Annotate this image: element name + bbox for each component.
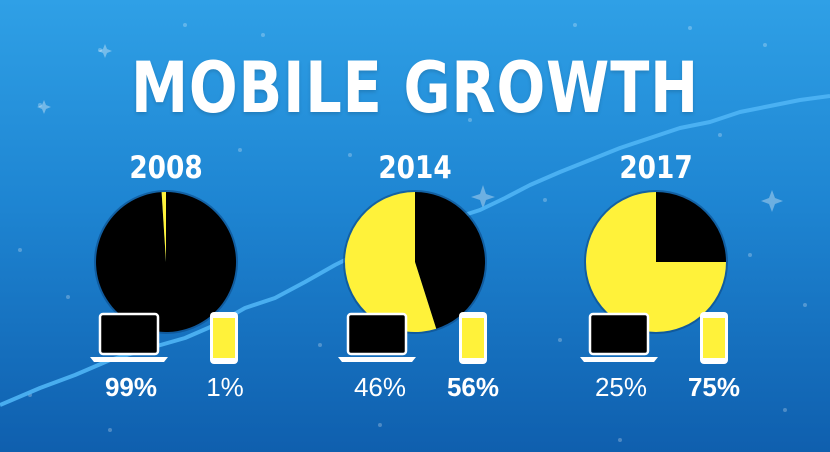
desktop-share-label: 46%	[353, 372, 407, 402]
laptop-base-icon	[90, 357, 168, 362]
page-title: MOBILE GROWTH	[130, 47, 700, 129]
chart-title-2017: 2017	[619, 150, 693, 186]
pie-slice-desktop	[415, 192, 486, 329]
laptop-icon	[98, 312, 160, 356]
mobile-share-label: 56%	[446, 372, 500, 402]
desktop-share-label: 25%	[594, 372, 648, 402]
laptop-icon	[588, 312, 650, 356]
sparkle-stars-icon	[18, 23, 807, 442]
smartphone-screen	[213, 318, 235, 358]
smartphone-screen	[703, 318, 725, 358]
desktop-share-label: 99%	[104, 372, 158, 402]
chart-title-2008: 2008	[129, 150, 203, 186]
laptop-icon	[346, 312, 408, 356]
pie-slice-mobile	[161, 192, 166, 262]
pie-slice-desktop	[656, 192, 726, 262]
chart-title-2014: 2014	[378, 150, 452, 186]
pie-slice-desktop	[96, 192, 237, 332]
laptop-base-icon	[338, 357, 416, 362]
pie-slice-mobile	[345, 192, 437, 332]
pie-slice-mobile	[586, 192, 726, 332]
mobile-share-label: 1%	[206, 372, 244, 402]
mobile-share-label: 75%	[687, 372, 741, 402]
smartphone-screen	[462, 318, 484, 358]
laptop-base-icon	[580, 357, 658, 362]
